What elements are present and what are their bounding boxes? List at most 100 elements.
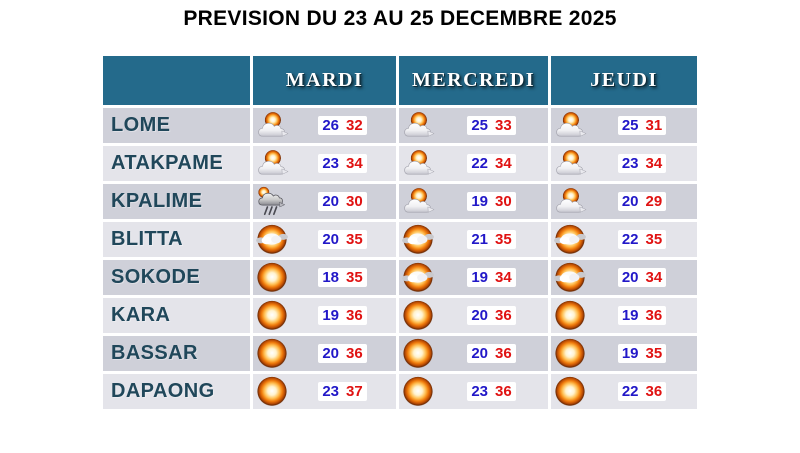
temperatures: 20 30 xyxy=(289,192,396,211)
sun-icon xyxy=(255,376,289,407)
city-name: DAPAONG xyxy=(111,380,215,402)
temperatures: 22 36 xyxy=(587,382,697,401)
max-temperature: 30 xyxy=(346,193,363,210)
max-temperature: 35 xyxy=(645,345,663,362)
temperature-patch: 20 35 xyxy=(318,230,367,249)
min-temperature: 18 xyxy=(322,269,339,286)
forecast-cell-mardi: 20 35 xyxy=(253,222,396,257)
rain-shower-cloud-icon xyxy=(255,186,289,217)
table-body: LOME 26 32 25 33 25 xyxy=(103,108,697,409)
sun-with-cloud-wisps-icon xyxy=(553,224,587,255)
max-temperature: 35 xyxy=(645,231,663,248)
min-temperature: 25 xyxy=(471,117,488,134)
temperatures: 23 34 xyxy=(289,154,396,173)
max-temperature: 36 xyxy=(645,383,663,400)
table-row-bassar: BASSAR 20 36 20 36 xyxy=(103,336,697,371)
temperatures: 20 29 xyxy=(587,192,697,211)
header-city-cell xyxy=(103,56,250,105)
table-header-row: MARDI MERCREDI JEUDI xyxy=(103,56,697,105)
city-cell: BASSAR xyxy=(103,336,250,371)
max-temperature: 30 xyxy=(495,193,512,210)
temperature-patch: 22 34 xyxy=(467,154,516,173)
temperatures: 25 31 xyxy=(587,116,697,135)
forecast-cell-jeudi: 22 36 xyxy=(551,374,697,409)
forecast-cell-mercredi: 20 36 xyxy=(399,298,548,333)
forecast-cell-mardi: 18 35 xyxy=(253,260,396,295)
min-temperature: 19 xyxy=(621,307,639,324)
header-day-mardi: MARDI xyxy=(253,56,396,105)
max-temperature: 36 xyxy=(495,345,512,362)
sun-behind-cloud-icon xyxy=(553,148,587,179)
city-cell: ATAKPAME xyxy=(103,146,250,181)
min-temperature: 23 xyxy=(621,155,639,172)
temperature-patch: 23 36 xyxy=(467,382,516,401)
max-temperature: 29 xyxy=(645,193,663,210)
city-name: SOKODE xyxy=(111,266,201,288)
temperature-patch: 19 30 xyxy=(467,192,516,211)
city-cell: LOME xyxy=(103,108,250,143)
min-temperature: 23 xyxy=(471,383,488,400)
temperature-patch: 25 31 xyxy=(617,116,667,135)
header-day-mercredi: MERCREDI xyxy=(399,56,548,105)
min-temperature: 22 xyxy=(471,155,488,172)
sun-icon xyxy=(401,338,435,369)
min-temperature: 19 xyxy=(471,269,488,286)
temperatures: 23 34 xyxy=(587,154,697,173)
temperatures: 25 33 xyxy=(435,116,548,135)
max-temperature: 36 xyxy=(346,307,363,324)
city-name: BASSAR xyxy=(111,342,198,364)
forecast-cell-jeudi: 19 36 xyxy=(551,298,697,333)
temperatures: 22 34 xyxy=(435,154,548,173)
min-temperature: 20 xyxy=(471,345,488,362)
temperature-patch: 19 36 xyxy=(318,306,367,325)
temperatures: 18 35 xyxy=(289,268,396,287)
temperatures: 20 36 xyxy=(289,344,396,363)
forecast-cell-mardi: 23 37 xyxy=(253,374,396,409)
temperature-patch: 21 35 xyxy=(467,230,516,249)
max-temperature: 32 xyxy=(346,117,363,134)
city-cell: DAPAONG xyxy=(103,374,250,409)
min-temperature: 26 xyxy=(322,117,339,134)
forecast-cell-jeudi: 23 34 xyxy=(551,146,697,181)
sun-behind-cloud-icon xyxy=(401,186,435,217)
city-name: KPALIME xyxy=(111,190,203,212)
max-temperature: 35 xyxy=(346,269,363,286)
min-temperature: 20 xyxy=(322,231,339,248)
city-name: KARA xyxy=(111,304,171,326)
forecast-cell-jeudi: 25 31 xyxy=(551,108,697,143)
sun-icon xyxy=(553,300,587,331)
sun-icon xyxy=(401,376,435,407)
temperature-patch: 25 33 xyxy=(467,116,516,135)
min-temperature: 20 xyxy=(471,307,488,324)
sun-with-cloud-wisps-icon xyxy=(255,224,289,255)
min-temperature: 22 xyxy=(621,231,639,248)
sun-behind-cloud-icon xyxy=(553,110,587,141)
temperatures: 20 35 xyxy=(289,230,396,249)
temperatures: 20 36 xyxy=(435,306,548,325)
temperatures: 19 36 xyxy=(289,306,396,325)
city-cell: SOKODE xyxy=(103,260,250,295)
header-day-jeudi: JEUDI xyxy=(551,56,697,105)
min-temperature: 20 xyxy=(621,269,639,286)
forecast-cell-mardi: 19 36 xyxy=(253,298,396,333)
max-temperature: 35 xyxy=(346,231,363,248)
forecast-cell-jeudi: 20 34 xyxy=(551,260,697,295)
forecast-cell-mardi: 23 34 xyxy=(253,146,396,181)
forecast-cell-mardi: 26 32 xyxy=(253,108,396,143)
max-temperature: 36 xyxy=(346,345,363,362)
min-temperature: 22 xyxy=(621,383,639,400)
temperatures: 26 32 xyxy=(289,116,396,135)
city-name: BLITTA xyxy=(111,228,184,250)
city-name: LOME xyxy=(111,114,171,136)
temperature-patch: 19 34 xyxy=(467,268,516,287)
forecast-cell-mercredi: 25 33 xyxy=(399,108,548,143)
page-title: PREVISION DU 23 AU 25 DECEMBRE 2025 xyxy=(183,7,617,30)
min-temperature: 20 xyxy=(621,193,639,210)
min-temperature: 21 xyxy=(471,231,488,248)
min-temperature: 25 xyxy=(621,117,639,134)
temperature-patch: 26 32 xyxy=(318,116,367,135)
forecast-cell-mercredi: 23 36 xyxy=(399,374,548,409)
temperature-patch: 20 29 xyxy=(617,192,667,211)
max-temperature: 34 xyxy=(495,269,512,286)
